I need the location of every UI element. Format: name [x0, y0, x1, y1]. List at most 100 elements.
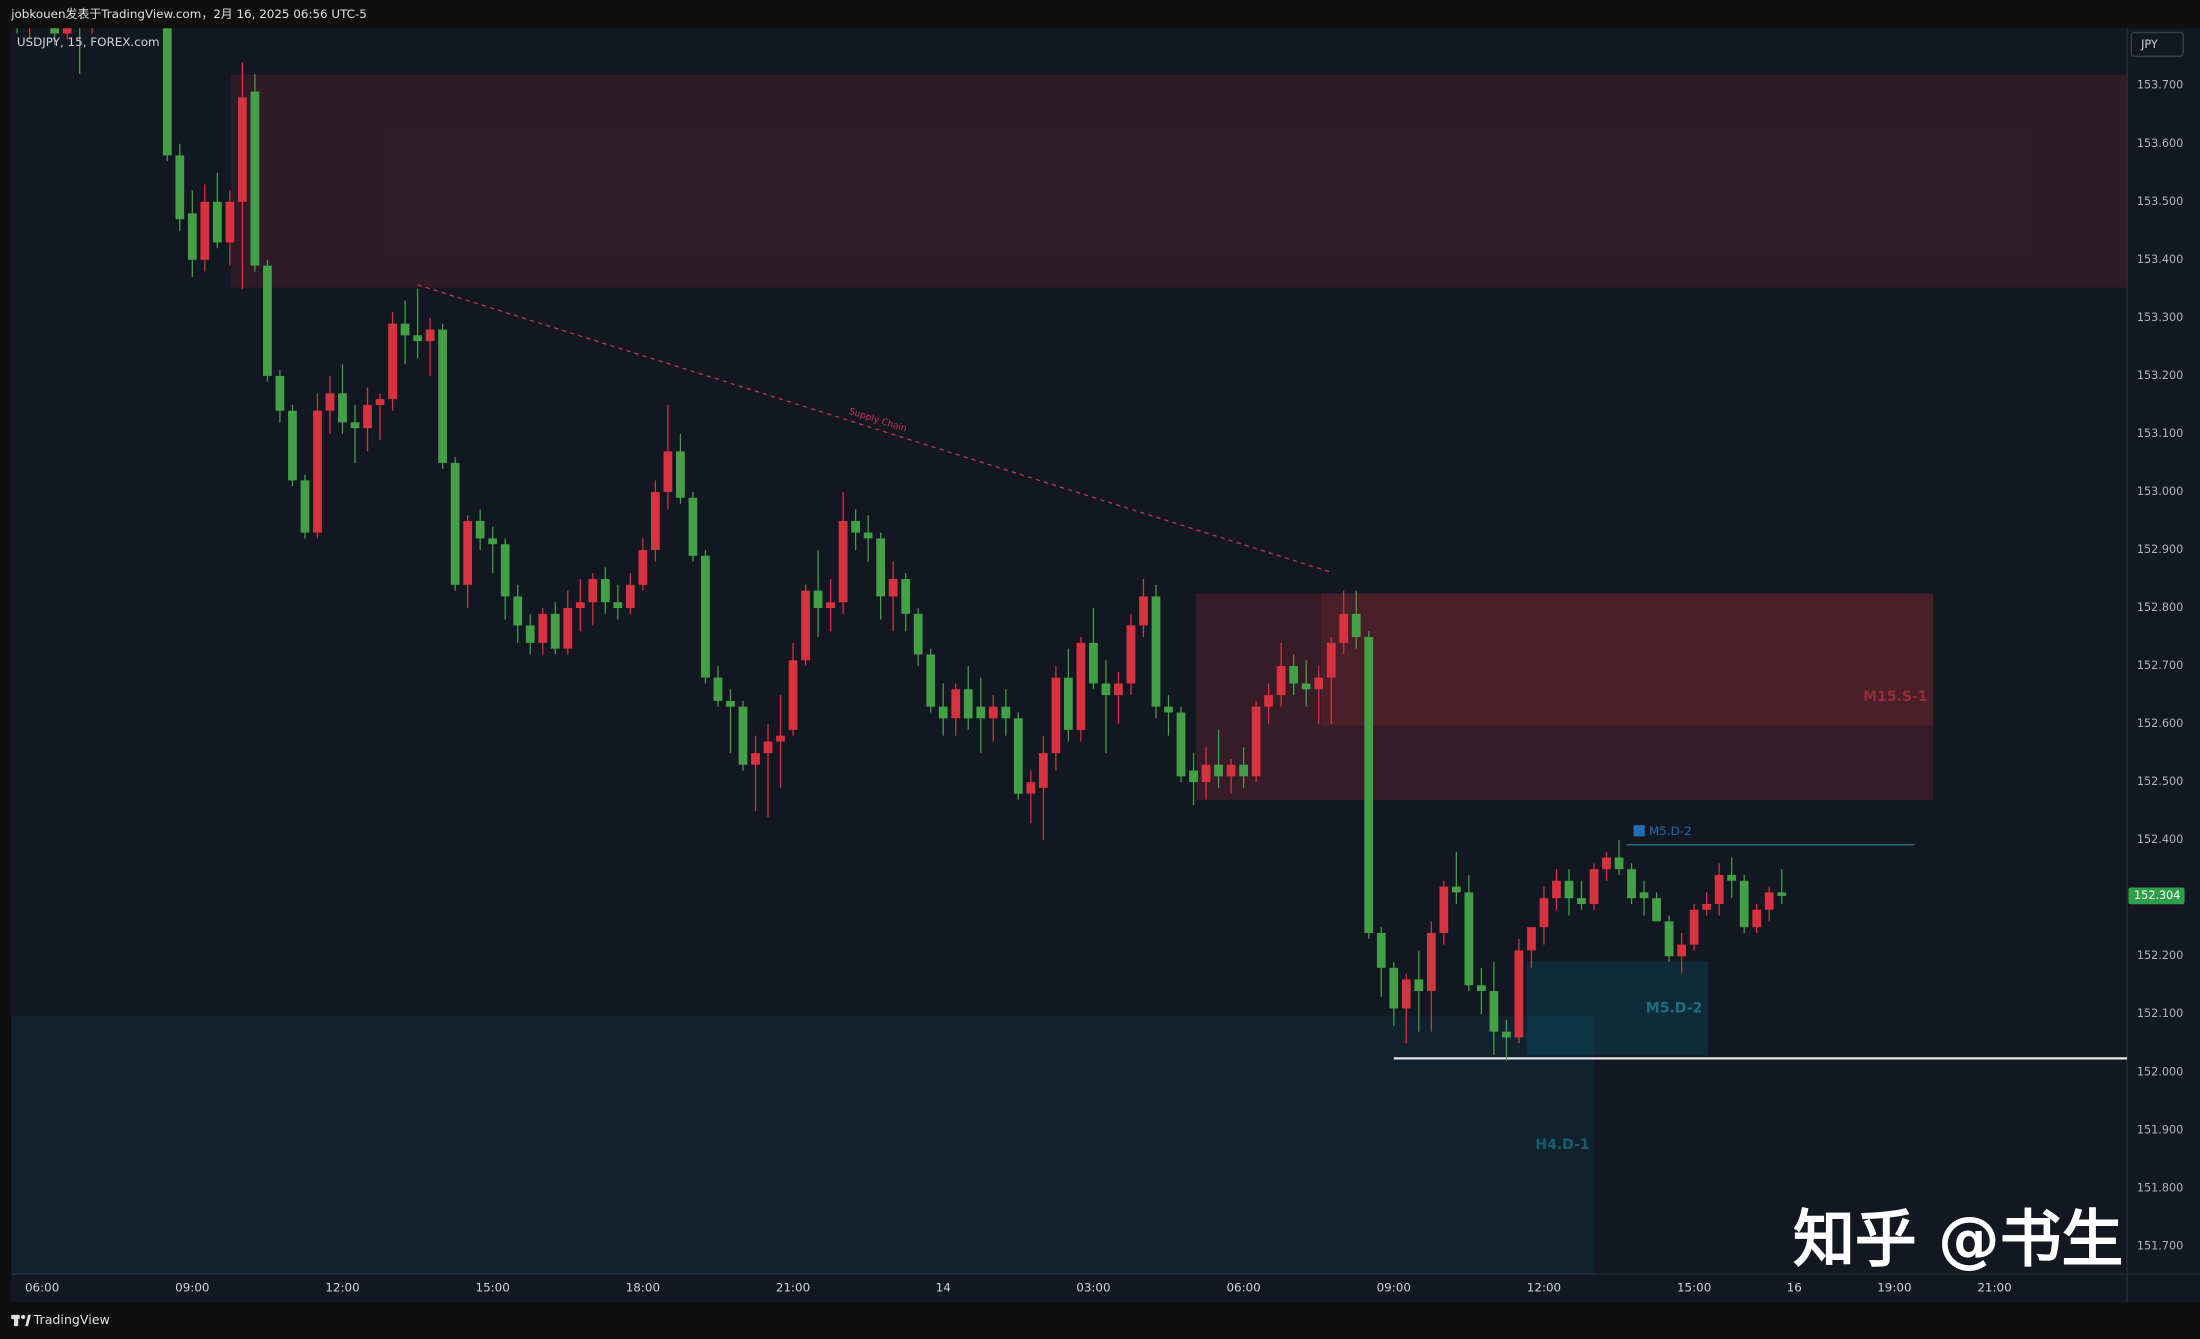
y-tick-label: 152.200: [2137, 949, 2183, 962]
candle-body: [651, 491, 660, 550]
x-tick-label: 06:00: [25, 1281, 59, 1295]
candle-body: [1289, 666, 1299, 684]
candle-body: [613, 602, 623, 609]
candle-body: [1038, 753, 1048, 788]
y-tick-label: 153.600: [2137, 137, 2183, 150]
candle-body: [513, 596, 523, 626]
candle-body: [1764, 892, 1774, 910]
candle-body: [676, 451, 685, 498]
price-axis: [2127, 28, 2200, 1303]
candle-body: [1013, 718, 1023, 794]
zone: [231, 74, 2128, 288]
candle-body: [738, 706, 748, 765]
candle-body: [851, 520, 861, 533]
y-tick-label: 151.900: [2137, 1123, 2183, 1136]
candle-body: [200, 201, 210, 260]
y-tick-label: 152.500: [2137, 775, 2183, 788]
candle-body: [1752, 909, 1762, 928]
plot-background: [11, 28, 2128, 1275]
candle-body: [813, 590, 823, 609]
candle-body: [500, 544, 510, 597]
x-tick-label: 21:00: [776, 1281, 810, 1295]
x-tick-label: 16: [1787, 1281, 1802, 1295]
candle-body: [1164, 706, 1173, 713]
candle-body: [876, 538, 886, 597]
candle-body: [475, 520, 485, 539]
candle-body: [313, 410, 322, 533]
axes: 153.700 153.600 153.500 153.400 153.300 153.2…: [25, 79, 2185, 1295]
candle-body: [563, 608, 573, 649]
y-tick-label: 153.200: [2137, 369, 2183, 382]
publisher: jobkouen发表于TradingView.com，2月 16, 2025 0…: [10, 7, 367, 21]
candle-body: [1189, 770, 1198, 783]
candle-body: [976, 706, 986, 719]
y-tick-label: 152.600: [2137, 717, 2183, 730]
candle-body: [450, 462, 460, 585]
candle-body: [1314, 677, 1324, 690]
candle-body: [1539, 898, 1549, 928]
y-tick-label: 153.700: [2137, 79, 2183, 92]
candle-body: [1364, 637, 1374, 933]
y-tick-label: 153.000: [2137, 485, 2183, 498]
zone: [11, 1015, 1596, 1275]
zone-label: M5.D-2: [1646, 1000, 1702, 1016]
candle-body: [400, 323, 410, 336]
y-tick-label: 151.800: [2137, 1181, 2183, 1194]
candle-body: [1564, 880, 1574, 899]
candle-body: [788, 660, 798, 730]
footer-brand: TradingView: [33, 1312, 110, 1327]
candle-body: [1652, 898, 1661, 922]
y-tick-label: 152.700: [2137, 659, 2183, 672]
candle-body: [187, 213, 197, 260]
candle-body: [826, 602, 835, 609]
x-tick-label: 18:00: [626, 1281, 660, 1295]
candle-body: [751, 753, 760, 765]
candle-body: [1589, 869, 1599, 904]
candle-body: [863, 532, 873, 539]
candle-body: [1389, 967, 1399, 1009]
candle-body: [1026, 782, 1036, 794]
candle-body: [350, 422, 360, 429]
candle-body: [938, 706, 948, 719]
x-tick-label: 03:00: [1076, 1281, 1110, 1295]
candle-body: [1739, 880, 1749, 928]
watermark: 知乎 @书生: [1793, 1203, 2123, 1275]
x-tick-label: 19:00: [1877, 1281, 1911, 1295]
x-tick-label: 12:00: [1527, 1281, 1561, 1295]
candle-body: [1214, 764, 1223, 777]
candle-body: [250, 91, 260, 266]
candle-body: [801, 590, 810, 661]
candle-body: [1514, 950, 1524, 1038]
candle-body: [225, 201, 235, 243]
y-tick-label: 153.500: [2137, 195, 2183, 208]
candle-body: [1639, 892, 1649, 899]
candle-body: [1552, 880, 1561, 899]
candle-body: [388, 323, 397, 400]
candle-body: [726, 700, 735, 707]
candle-body: [1439, 886, 1449, 933]
candle-body: [550, 613, 560, 649]
x-tick-label: 14: [936, 1281, 951, 1295]
candle-body: [1101, 683, 1111, 696]
candle-body: [1401, 979, 1411, 1009]
candle-body: [1614, 857, 1624, 870]
zone: [1526, 961, 1708, 1056]
currency[interactable]: JPY: [2140, 38, 2158, 51]
candle-body: [688, 497, 698, 556]
y-tick-label: 152.800: [2137, 601, 2183, 614]
currency-box[interactable]: [2130, 31, 2184, 58]
candle-body: [1076, 642, 1086, 730]
candle-body: [363, 404, 372, 429]
candle-body: [1489, 991, 1499, 1032]
candle-body: [913, 613, 923, 655]
candle-body: [375, 399, 385, 405]
candle-body: [237, 97, 247, 202]
candle-body: [1201, 764, 1211, 783]
level-marker: [1633, 825, 1645, 837]
candle-body: [638, 549, 648, 585]
candle-body: [538, 613, 548, 643]
candle-body: [1664, 921, 1674, 957]
candle-body: [50, 28, 60, 34]
candle-body: [951, 689, 961, 719]
candle-body: [212, 201, 222, 243]
